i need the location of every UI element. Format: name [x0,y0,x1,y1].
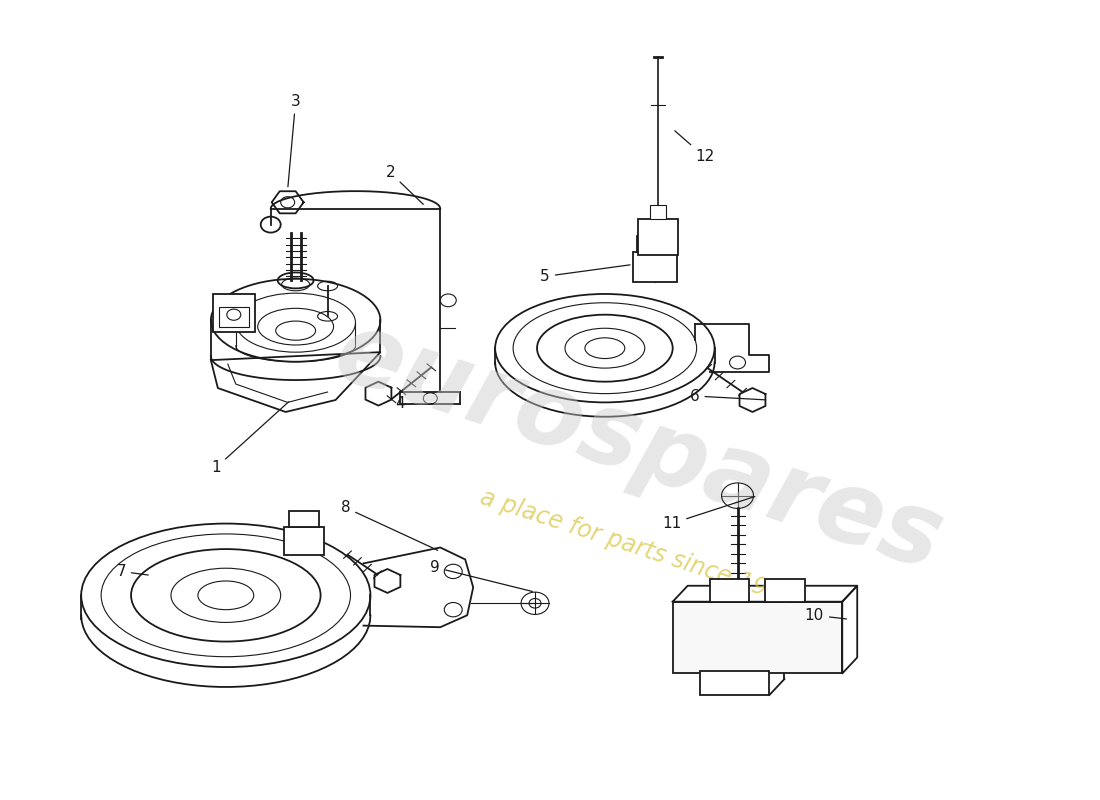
Bar [637,236,673,252]
Bar [284,526,323,555]
Bar [650,205,666,219]
Text: 4: 4 [396,397,405,411]
Text: 5: 5 [540,265,630,284]
Bar [219,306,249,327]
Text: 7: 7 [117,564,148,579]
Bar [673,602,843,674]
Bar [638,219,678,255]
Bar [700,671,769,695]
Text: 9: 9 [430,560,532,591]
Text: 10: 10 [805,608,847,622]
Text: 2: 2 [386,166,424,204]
Text: 3: 3 [288,94,300,186]
Text: 1: 1 [211,402,288,475]
Bar [710,579,749,602]
Text: 11: 11 [662,497,755,531]
Bar [288,511,319,526]
Bar [213,294,255,332]
Text: 12: 12 [674,130,714,164]
Text: 6: 6 [690,389,766,403]
Text: a place for parts since 1985: a place for parts since 1985 [477,485,799,610]
Bar [632,252,676,282]
Text: 8: 8 [341,500,438,550]
Bar [766,579,805,602]
Text: eurospares: eurospares [322,304,954,592]
